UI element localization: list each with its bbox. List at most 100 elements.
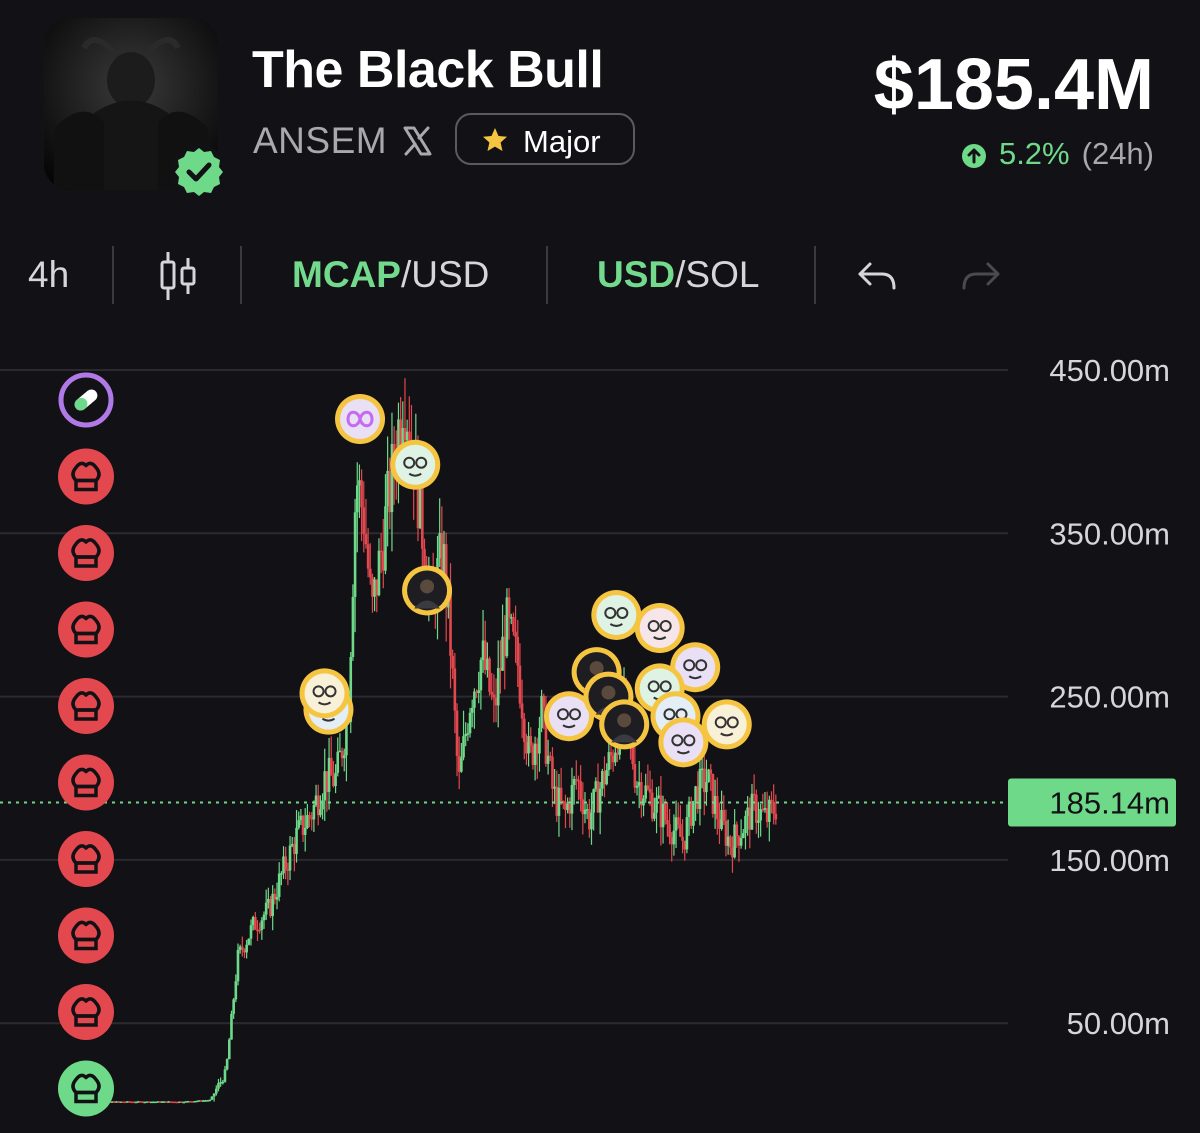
- glasses-left: [647, 680, 660, 693]
- candle-down: [421, 472, 424, 549]
- mcap-usd-toggle[interactable]: MCAP/USD: [292, 238, 489, 318]
- candle-down: [332, 775, 335, 787]
- trader-avatar: [395, 444, 436, 485]
- candle-up: [733, 824, 736, 858]
- candle-down: [141, 1101, 144, 1103]
- candle-down: [512, 617, 515, 632]
- trader-markers: [299, 393, 752, 768]
- x-social-icon[interactable]: [400, 124, 434, 158]
- candle-down: [755, 794, 758, 823]
- candle-up: [355, 485, 359, 513]
- candle-down: [490, 691, 494, 695]
- price-chart[interactable]: 185.14m 450.00m 350.00m 250.00m 150.00m 50.0…: [0, 330, 1200, 1128]
- undo-button[interactable]: [856, 238, 900, 318]
- smile: [317, 701, 332, 706]
- candle-up: [221, 1081, 225, 1084]
- event-marker-column: [58, 372, 114, 1117]
- candle-up: [323, 771, 327, 801]
- infinity-shape: [346, 410, 374, 428]
- candle-up: [314, 795, 318, 806]
- candle-up: [156, 1101, 160, 1103]
- y-tick-label: 350.00m: [1049, 516, 1170, 551]
- usd-sol-toggle[interactable]: USD/SOL: [597, 238, 759, 318]
- candle-down: [147, 1101, 151, 1103]
- cartoon-avatar-icon: [299, 668, 350, 719]
- candle-up: [598, 788, 602, 813]
- candle-down: [165, 1101, 168, 1103]
- chef-hat-icon: [58, 525, 114, 581]
- candle-down: [646, 785, 650, 789]
- candle-up: [614, 752, 617, 763]
- candle-up: [527, 736, 530, 754]
- candle-down: [564, 801, 567, 811]
- candle-up: [473, 691, 476, 708]
- candle-down: [772, 802, 775, 814]
- candle-up: [661, 803, 665, 828]
- candle-up: [397, 419, 400, 473]
- candle-down: [316, 795, 320, 816]
- chef-hat-band: [74, 861, 98, 874]
- candle-down: [408, 431, 411, 446]
- candle-up: [592, 789, 595, 813]
- candle-down: [525, 742, 528, 754]
- candle-down: [737, 836, 741, 846]
- candle-down: [273, 893, 277, 900]
- current-price-line: 185.14m: [0, 778, 1176, 827]
- candle-down: [269, 898, 272, 917]
- candle-down: [611, 755, 615, 763]
- candle-up: [232, 999, 235, 1014]
- chef-hat-icon: [58, 984, 114, 1040]
- sol-label: /SOL: [675, 254, 760, 295]
- toolbar-divider: [546, 246, 548, 304]
- candle-down: [503, 636, 507, 657]
- candle-up: [280, 873, 283, 875]
- candle-down: [293, 844, 296, 854]
- photo-head: [420, 579, 435, 594]
- candle-up: [134, 1101, 138, 1104]
- candle-down: [681, 836, 684, 841]
- candle-up: [481, 640, 485, 660]
- chart-grid: [0, 369, 1008, 1025]
- candle-down: [715, 795, 719, 820]
- candle-up: [583, 809, 587, 815]
- photo-head: [617, 713, 632, 728]
- candle-down: [722, 809, 726, 821]
- chart-style-button[interactable]: [156, 238, 200, 318]
- candle-down: [130, 1101, 134, 1104]
- candle-up: [759, 808, 762, 821]
- candle-up: [358, 480, 361, 486]
- candle-up: [442, 544, 446, 577]
- candle-down: [689, 801, 693, 826]
- candle-up: [501, 636, 504, 671]
- trader-avatar: [549, 696, 590, 737]
- smile: [676, 750, 690, 755]
- devil-photo-avatar-icon: [402, 565, 453, 616]
- tier-badge[interactable]: Major: [455, 113, 635, 165]
- chart-canvas[interactable]: 185.14m 450.00m 350.00m 250.00m 150.00m 50.0…: [0, 330, 1200, 1128]
- chef-hat-band: [74, 1014, 98, 1027]
- candle-up: [750, 793, 754, 830]
- smile: [408, 472, 422, 477]
- candle-down: [616, 752, 619, 755]
- interval-selector[interactable]: 4h: [28, 254, 70, 295]
- candle-up: [460, 757, 463, 772]
- candle-down: [663, 803, 667, 821]
- token-avatar[interactable]: [44, 18, 218, 190]
- glasses-right: [659, 620, 672, 633]
- chef-hat-top: [71, 997, 101, 1018]
- candle-down: [609, 752, 613, 756]
- candle-up: [470, 707, 474, 713]
- candle-up: [247, 938, 251, 945]
- redo-button[interactable]: [958, 238, 1002, 318]
- candle-down: [139, 1101, 142, 1103]
- candle-down: [659, 795, 663, 828]
- candle-down: [555, 786, 559, 816]
- glasses-right: [726, 716, 739, 729]
- candle-up: [705, 782, 708, 793]
- candle-up: [553, 786, 556, 789]
- candle-up: [219, 1082, 222, 1084]
- candle-up: [674, 817, 678, 831]
- candle-up: [746, 807, 749, 816]
- candle-down: [388, 470, 392, 513]
- candle-up: [401, 428, 405, 445]
